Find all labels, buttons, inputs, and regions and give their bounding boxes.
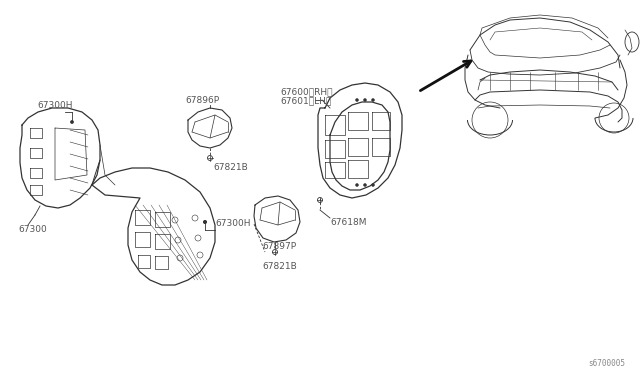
Text: 67300H: 67300H bbox=[37, 101, 72, 110]
Circle shape bbox=[70, 121, 74, 124]
Text: 67300H: 67300H bbox=[215, 219, 250, 228]
Text: 67821B: 67821B bbox=[213, 163, 248, 172]
Circle shape bbox=[355, 183, 358, 186]
Text: 67897P: 67897P bbox=[262, 242, 296, 251]
Text: 67821B: 67821B bbox=[262, 262, 297, 271]
Text: 67601〈LH〉: 67601〈LH〉 bbox=[280, 96, 332, 105]
Circle shape bbox=[204, 221, 207, 224]
Circle shape bbox=[371, 99, 374, 102]
Text: s6700005: s6700005 bbox=[588, 359, 625, 368]
Circle shape bbox=[355, 99, 358, 102]
Text: 67300: 67300 bbox=[18, 225, 47, 234]
Text: 67896P: 67896P bbox=[185, 96, 219, 105]
Circle shape bbox=[364, 183, 367, 186]
Circle shape bbox=[204, 221, 207, 224]
Text: 67618M: 67618M bbox=[330, 218, 367, 227]
Circle shape bbox=[364, 99, 367, 102]
Text: 67600〈RH〉: 67600〈RH〉 bbox=[280, 87, 333, 96]
Circle shape bbox=[371, 183, 374, 186]
